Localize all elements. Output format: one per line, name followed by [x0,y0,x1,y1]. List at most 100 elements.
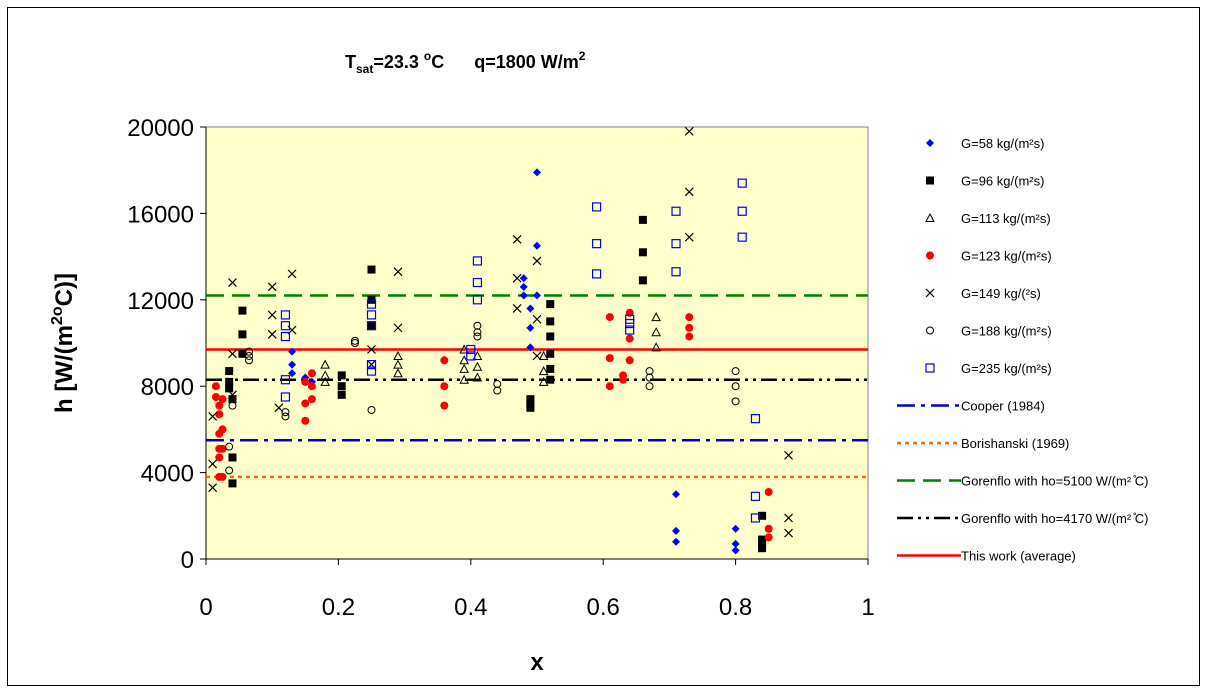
data-point-series-1 [526,399,535,408]
data-point-series-1 [367,265,376,274]
y-tick-label: 20000 [127,115,194,142]
data-point-series-6 [750,513,761,523]
data-point-series-0 [731,524,740,533]
axes-group: 0 4000 8000 12000 16000 20000 0 0.2 0.4 0.6 0.8 1 [127,115,874,621]
data-point-series-0 [526,343,535,352]
plot-area [205,126,869,560]
data-point-series-1 [758,539,767,548]
data-point-series-2 [459,374,470,384]
data-point-series-6 [366,310,377,320]
data-point-series-6 [625,318,635,329]
data-point-series-1 [526,403,535,412]
data-point-series-3 [301,416,310,425]
data-point-series-3 [211,393,220,401]
data-point-series-0 [731,539,740,548]
data-point-series-1 [546,332,555,341]
data-point-series-6 [591,239,602,249]
data-point-series-6 [366,360,377,370]
data-point-series-6 [671,267,681,277]
data-point-series-4 [784,528,793,538]
data-point-series-2 [393,350,403,360]
data-point-series-3 [605,382,614,391]
data-point-series-4 [532,351,542,361]
data-point-series-3 [605,313,614,322]
data-point-series-3 [619,375,628,384]
data-point-series-6 [591,269,602,279]
data-point-series-4 [532,314,542,324]
data-point-series-6 [366,366,377,376]
data-point-series-4 [784,513,793,523]
x-axis-label: x [530,649,544,676]
data-point-series-3 [211,382,220,391]
y-tick-label: 4000 [141,461,194,488]
data-point-series-5 [225,466,234,475]
legend-swatch [926,251,934,260]
data-point-series-4 [228,278,237,287]
y-tick-label: 8000 [141,374,194,401]
legend-swatch [925,212,935,222]
data-point-series-3 [605,354,614,363]
legend-swatch [926,326,934,335]
legend: G=58 kg/(m²s) G=96 kg/(m²s) G=113 kg/(m²s)… [897,136,1148,564]
data-point-series-2 [393,359,403,369]
data-point-series-1 [225,377,234,386]
data-point-series-6 [366,321,377,331]
data-point-series-0 [526,304,535,313]
legend-label: Gorenflo with ho=5100 W/(m² ̊C) [961,474,1148,489]
x-tick-label: 0.2 [322,594,355,621]
data-point-series-5 [493,386,502,395]
y-axis-label-sup: 2o [49,306,66,325]
data-point-series-4 [208,483,218,493]
data-point-series-2 [393,368,403,378]
data-point-series-2 [320,359,330,369]
data-point-series-1 [546,317,555,326]
x-tick-label: 0 [199,594,212,621]
data-point-series-3 [218,425,227,434]
data-point-series-2 [459,363,470,373]
data-point-series-0 [288,369,297,378]
data-point-series-6 [750,414,761,424]
data-point-series-1 [238,306,247,315]
data-point-series-1 [238,349,247,358]
data-point-series-2 [651,342,661,352]
data-point-series-3 [440,401,449,410]
legend-label: G=188 kg/(m²s) [961,324,1052,339]
data-point-series-4 [228,349,237,359]
data-point-series-1 [638,215,647,224]
data-point-series-4 [208,459,218,469]
data-point-series-4 [367,345,376,354]
data-point-series-0 [526,323,535,332]
data-point-series-1 [546,349,555,358]
data-point-series-4 [228,390,237,400]
data-point-series-6 [280,375,291,385]
title-t-unit: C [431,52,444,72]
x-tick-label: 1 [861,594,874,621]
data-point-series-6 [671,239,681,249]
reference-lines-group [206,294,868,479]
data-point-series-1 [638,276,647,285]
data-point-series-4 [267,282,277,292]
chart-title: Tsat=23.3 oC q=1800 W/m2 [345,49,586,76]
data-point-series-2 [538,366,549,376]
data-point-series-0 [519,274,528,283]
data-point-series-6 [750,491,761,501]
title-q: q=1800 W/m [474,52,579,72]
data-point-series-2 [472,372,483,382]
data-point-series-5 [350,336,359,345]
data-point-series-5 [473,321,482,330]
data-point-series-4 [512,273,522,283]
data-point-series-4 [267,310,277,320]
legend-label: Cooper (1984) [961,399,1045,414]
data-point-series-5 [645,382,654,391]
data-point-series-3 [218,472,227,481]
data-point-series-0 [519,282,528,291]
data-point-series-4 [512,304,522,313]
data-point-series-2 [651,327,661,337]
data-point-series-5 [731,367,740,376]
data-point-series-3 [307,382,316,391]
title-t-sub: sat [356,62,373,76]
title-t-deg: o [424,49,431,63]
data-point-series-5 [473,328,482,337]
x-tick-label: 0.4 [454,594,487,621]
